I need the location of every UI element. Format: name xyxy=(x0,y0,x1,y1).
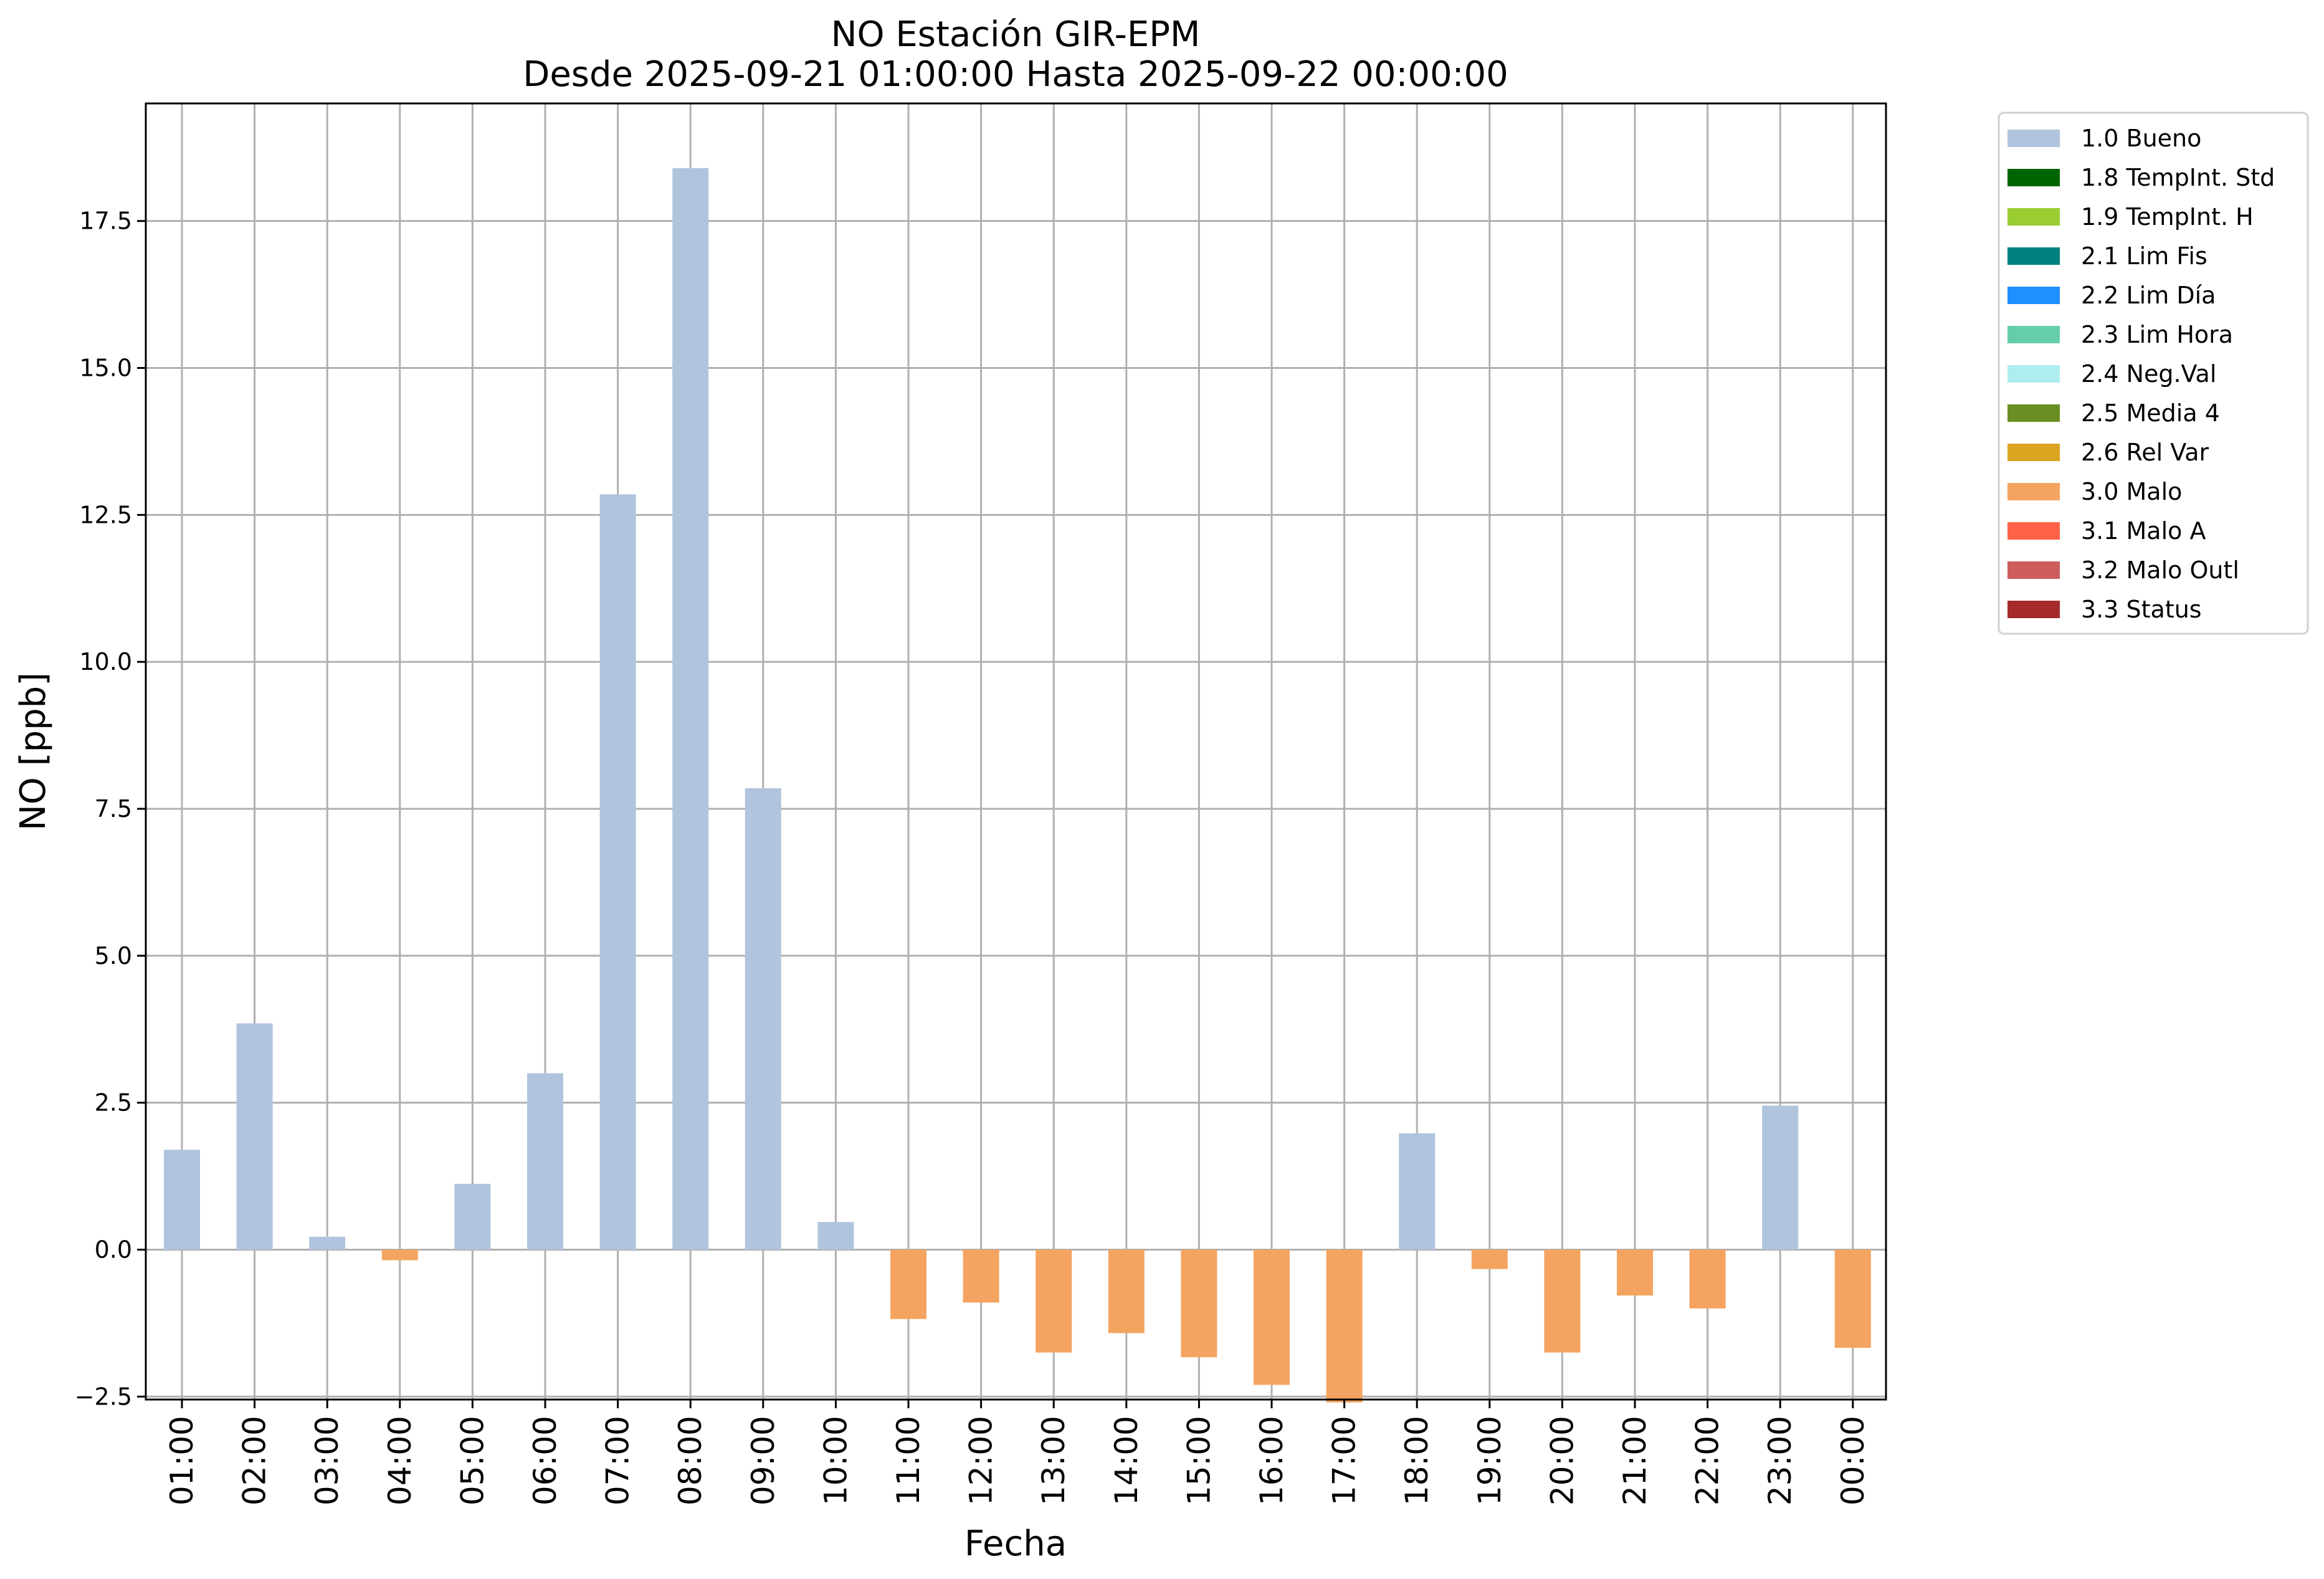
x-tick-label: 16:00 xyxy=(1254,1416,1290,1505)
bar-20:00 xyxy=(1544,1249,1581,1353)
bar-00:00 xyxy=(1834,1249,1871,1348)
x-tick-label: 17:00 xyxy=(1326,1416,1363,1505)
bar-06:00 xyxy=(527,1073,563,1250)
x-tick-label: 07:00 xyxy=(600,1416,636,1505)
x-tick-label: 01:00 xyxy=(164,1416,200,1505)
x-tick-label: 14:00 xyxy=(1108,1416,1145,1505)
legend-swatch xyxy=(2007,326,2060,343)
x-tick-label: 10:00 xyxy=(817,1416,854,1505)
legend-swatch xyxy=(2007,483,2060,500)
bar-09:00 xyxy=(745,788,781,1250)
x-tick-label: 04:00 xyxy=(382,1416,418,1505)
x-tick-label: 02:00 xyxy=(237,1416,273,1505)
bar-05:00 xyxy=(454,1183,491,1250)
y-tick-label: 7.5 xyxy=(95,795,132,823)
y-tick-label: 17.5 xyxy=(79,208,132,235)
bar-21:00 xyxy=(1617,1249,1653,1296)
bar-13:00 xyxy=(1036,1249,1072,1353)
bar-04:00 xyxy=(381,1249,418,1261)
legend-swatch xyxy=(2007,247,2060,265)
chart-title: NO Estación GIR-EPM xyxy=(831,14,1201,55)
bars xyxy=(164,168,1871,1403)
legend: 1.0 Bueno 1.8 TempInt. Std 1.9 TempInt. H 2… xyxy=(1998,112,2309,635)
y-tick-label: −2.5 xyxy=(75,1383,132,1410)
legend-label: 3.2 Malo Outl xyxy=(2081,556,2239,584)
bar-07:00 xyxy=(599,494,636,1250)
legend-label: 2.4 Neg.Val xyxy=(2081,360,2216,388)
bar-11:00 xyxy=(890,1249,926,1319)
bar-02:00 xyxy=(236,1023,273,1250)
plot-frame xyxy=(145,102,1887,1401)
legend-label: 1.8 TempInt. Std xyxy=(2081,164,2275,191)
y-tick-label: 15.0 xyxy=(79,354,132,381)
x-tick-label: 08:00 xyxy=(672,1416,708,1505)
legend-label: 2.5 Media 4 xyxy=(2081,399,2220,427)
y-tick-label: 2.5 xyxy=(95,1089,132,1117)
bar-14:00 xyxy=(1108,1249,1145,1333)
bar-18:00 xyxy=(1399,1133,1436,1250)
bar-12:00 xyxy=(963,1249,999,1303)
bar-10:00 xyxy=(817,1222,854,1250)
legend-swatch xyxy=(2007,404,2060,422)
legend-swatch xyxy=(2007,522,2060,540)
x-tick-label: 09:00 xyxy=(745,1416,781,1505)
legend-label: 3.0 Malo xyxy=(2081,478,2182,505)
legend-swatch xyxy=(2007,444,2060,461)
bar-19:00 xyxy=(1471,1249,1508,1269)
x-tick-label: 05:00 xyxy=(454,1416,490,1505)
legend-label: 2.3 Lim Hora xyxy=(2081,321,2233,348)
x-tick-label: 19:00 xyxy=(1472,1416,1508,1505)
legend-swatch xyxy=(2007,130,2060,147)
legend-swatch xyxy=(2007,208,2060,226)
bar-08:00 xyxy=(672,168,709,1250)
legend-swatch xyxy=(2007,561,2060,579)
legend-swatch xyxy=(2007,169,2060,186)
grid-lines xyxy=(146,103,1886,1400)
y-tick-label: 12.5 xyxy=(79,501,132,528)
y-tick-label: 10.0 xyxy=(79,648,132,675)
legend-swatch xyxy=(2007,601,2060,618)
legend-swatch xyxy=(2007,287,2060,304)
y-tick-label: 5.0 xyxy=(95,942,132,970)
legend-swatch xyxy=(2007,365,2060,383)
legend-label: 2.2 Lim Día xyxy=(2081,282,2216,309)
legend-label: 1.0 Bueno xyxy=(2081,125,2201,152)
x-tick-label: 06:00 xyxy=(527,1416,563,1505)
bar-17:00 xyxy=(1326,1249,1363,1403)
legend-label: 3.3 Status xyxy=(2081,596,2202,623)
x-tick-label: 15:00 xyxy=(1181,1416,1217,1505)
x-tick-label: 12:00 xyxy=(963,1416,999,1505)
x-tick-label: 18:00 xyxy=(1399,1416,1435,1505)
x-axis-label: Fecha xyxy=(964,1524,1067,1564)
x-tick-label: 00:00 xyxy=(1835,1416,1871,1505)
bar-23:00 xyxy=(1762,1105,1799,1250)
legend-label: 3.1 Malo A xyxy=(2081,517,2206,545)
chart-subtitle: Desde 2025-09-21 01:00:00 Hasta 2025-09-… xyxy=(523,54,1508,95)
x-tick-label: 20:00 xyxy=(1544,1416,1580,1505)
axis-ticks: −2.5 0.0 2.5 5.0 7.5 10.0 12.5 15.0 17.5 01:00 02:… xyxy=(75,208,1871,1505)
bar-01:00 xyxy=(164,1150,200,1250)
bar-03:00 xyxy=(309,1236,346,1250)
legend-label: 1.9 TempInt. H xyxy=(2081,203,2254,231)
x-tick-label: 23:00 xyxy=(1762,1416,1798,1505)
x-tick-label: 11:00 xyxy=(890,1416,926,1505)
bar-15:00 xyxy=(1181,1249,1217,1358)
y-axis-label: NO [ppb] xyxy=(13,672,54,831)
x-tick-label: 21:00 xyxy=(1617,1416,1653,1505)
legend-label: 2.1 Lim Fis xyxy=(2081,242,2207,270)
bar-16:00 xyxy=(1254,1249,1290,1385)
y-tick-label: 0.0 xyxy=(95,1236,132,1263)
x-tick-label: 22:00 xyxy=(1690,1416,1726,1505)
bar-22:00 xyxy=(1689,1249,1726,1309)
x-tick-label: 13:00 xyxy=(1036,1416,1072,1505)
x-tick-label: 03:00 xyxy=(309,1416,345,1505)
legend-frame xyxy=(1998,112,2309,635)
legend-label: 2.6 Rel Var xyxy=(2081,439,2209,466)
